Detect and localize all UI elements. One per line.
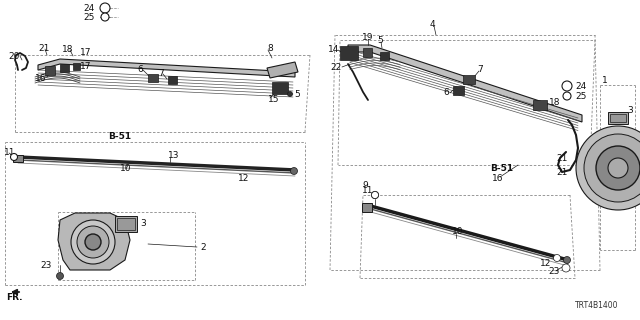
- Text: 9: 9: [362, 180, 368, 189]
- Bar: [608, 112, 628, 124]
- Text: 3: 3: [627, 106, 633, 115]
- Text: 4: 4: [430, 20, 436, 28]
- Bar: [45, 66, 55, 75]
- Bar: [148, 74, 158, 82]
- Text: 19: 19: [362, 33, 374, 42]
- Bar: [463, 75, 475, 84]
- Text: 6: 6: [443, 87, 449, 97]
- Text: 11: 11: [362, 186, 374, 195]
- Circle shape: [562, 264, 570, 272]
- Polygon shape: [58, 213, 130, 270]
- Text: 2: 2: [200, 243, 205, 252]
- Bar: [610, 114, 626, 122]
- Circle shape: [562, 81, 572, 91]
- Text: 14: 14: [328, 44, 339, 53]
- Text: 7: 7: [158, 68, 164, 77]
- Circle shape: [100, 3, 110, 13]
- Circle shape: [584, 134, 640, 202]
- Text: 16: 16: [35, 74, 47, 83]
- Text: 17: 17: [80, 47, 92, 57]
- Bar: [380, 52, 389, 60]
- Bar: [272, 82, 288, 94]
- Circle shape: [10, 154, 17, 161]
- Text: 18: 18: [62, 44, 74, 53]
- Circle shape: [77, 226, 109, 258]
- Circle shape: [287, 92, 292, 97]
- Bar: [60, 64, 69, 72]
- Bar: [168, 76, 177, 84]
- Circle shape: [608, 158, 628, 178]
- Circle shape: [563, 92, 571, 100]
- Text: 22: 22: [330, 62, 341, 71]
- Text: 11: 11: [4, 148, 15, 156]
- Text: 20: 20: [8, 52, 19, 60]
- Text: 15: 15: [268, 94, 280, 103]
- Text: B-51: B-51: [108, 132, 131, 140]
- Text: 5: 5: [377, 36, 383, 44]
- Text: 16: 16: [492, 173, 504, 182]
- Circle shape: [576, 126, 640, 210]
- Circle shape: [563, 257, 570, 263]
- Circle shape: [596, 146, 640, 190]
- Polygon shape: [38, 59, 295, 77]
- Bar: [340, 46, 358, 60]
- Circle shape: [56, 273, 63, 279]
- Circle shape: [554, 254, 561, 261]
- Text: 21: 21: [38, 44, 49, 52]
- Text: 1: 1: [602, 76, 608, 84]
- Text: 17: 17: [80, 61, 92, 70]
- Text: 8: 8: [267, 44, 273, 52]
- Circle shape: [371, 191, 378, 198]
- Polygon shape: [267, 62, 298, 78]
- Text: 21: 21: [556, 154, 568, 163]
- Text: 23: 23: [548, 268, 559, 276]
- Circle shape: [71, 220, 115, 264]
- Text: 25: 25: [575, 92, 586, 100]
- Bar: [73, 63, 80, 70]
- Text: 21: 21: [556, 167, 568, 177]
- Text: 25: 25: [84, 12, 95, 21]
- Circle shape: [85, 234, 101, 250]
- Bar: [533, 100, 547, 110]
- Text: 7: 7: [477, 65, 483, 74]
- Text: 12: 12: [540, 260, 552, 268]
- Text: 18: 18: [549, 98, 561, 107]
- Text: FR.: FR.: [6, 293, 22, 302]
- Circle shape: [371, 191, 378, 198]
- Bar: [362, 203, 372, 212]
- Text: 6: 6: [137, 65, 143, 74]
- Text: 3: 3: [140, 220, 146, 228]
- Text: 23: 23: [40, 260, 51, 269]
- Text: TRT4B1400: TRT4B1400: [575, 301, 618, 310]
- Text: 13: 13: [168, 150, 179, 159]
- Bar: [363, 48, 372, 57]
- Circle shape: [291, 167, 298, 174]
- Text: 10: 10: [452, 228, 463, 236]
- Bar: [117, 218, 135, 230]
- Bar: [453, 86, 464, 95]
- Text: 12: 12: [238, 173, 250, 182]
- Bar: [115, 216, 137, 232]
- Circle shape: [101, 13, 109, 21]
- Text: 5: 5: [294, 90, 300, 99]
- Text: 10: 10: [120, 164, 131, 172]
- Text: 24: 24: [575, 82, 586, 91]
- Polygon shape: [348, 45, 582, 122]
- Bar: [13, 155, 23, 162]
- Text: 24: 24: [84, 4, 95, 12]
- Text: B-51: B-51: [490, 164, 513, 172]
